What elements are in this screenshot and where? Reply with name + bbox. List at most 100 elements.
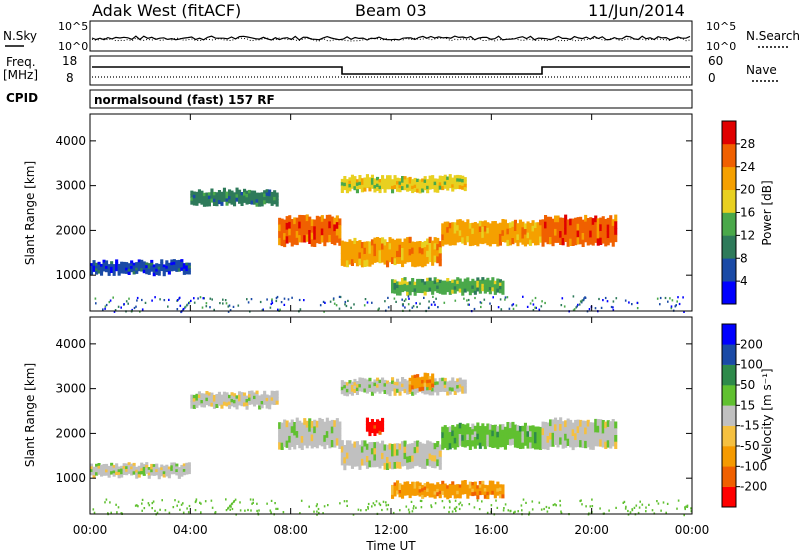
echo-cell <box>383 239 387 247</box>
echo-cell <box>503 225 507 232</box>
echo-cell <box>486 488 490 493</box>
echo-cell <box>589 217 593 225</box>
speckle-cell <box>588 308 591 311</box>
echo-cell <box>388 388 392 393</box>
echo-cell <box>403 452 407 460</box>
echo-cell <box>453 279 457 284</box>
echo-cell <box>606 420 610 428</box>
echo-cell <box>300 429 304 437</box>
echo-cell <box>468 438 472 445</box>
echo-cell <box>441 176 445 180</box>
echo-cell <box>416 491 420 496</box>
speckle-cell <box>448 506 451 509</box>
echo-cell <box>471 228 475 235</box>
echo-cell <box>140 268 144 272</box>
echo-cell <box>363 180 367 185</box>
echo-cell <box>348 184 352 188</box>
colorbar-tick-label: 100 <box>740 358 763 372</box>
echo-cell <box>350 388 354 393</box>
echo-cell <box>501 491 505 496</box>
echo-cell <box>539 230 543 238</box>
echo-cell <box>205 195 209 200</box>
echo-cell <box>353 378 357 383</box>
echo-cell <box>599 231 603 239</box>
echo-cell <box>554 431 558 439</box>
echo-cell <box>280 442 284 450</box>
echo-cell <box>513 219 517 226</box>
echo-cell <box>368 177 372 182</box>
echo-cell <box>456 185 460 189</box>
echo-cell <box>463 238 467 246</box>
echo-cell <box>132 271 136 275</box>
speckle-cell <box>645 506 647 509</box>
echo-cell <box>273 397 277 402</box>
echo-cell <box>559 417 563 425</box>
echo-cell <box>401 288 405 293</box>
echo-cell <box>441 287 445 292</box>
echo-cell <box>318 438 322 446</box>
echo-cell <box>426 287 430 292</box>
speckle-cell <box>360 509 362 512</box>
speckle-cell <box>190 299 192 302</box>
echo-cell <box>436 178 440 183</box>
speckle-cell <box>108 301 111 304</box>
speckle-cell <box>237 304 240 307</box>
echo-cell <box>561 421 565 429</box>
echo-cell <box>421 188 425 193</box>
echo-cell <box>408 183 412 188</box>
echo-cell <box>190 404 194 409</box>
echo-cell <box>360 178 364 183</box>
echo-cell <box>360 184 364 189</box>
echo-cell <box>443 284 447 288</box>
echo-cell <box>391 387 395 392</box>
echo-cell <box>413 390 417 395</box>
echo-cell <box>498 228 502 235</box>
echo-cell <box>323 232 327 240</box>
echo-cell <box>360 260 364 268</box>
echo-cell <box>446 388 450 393</box>
echo-cell <box>456 429 460 436</box>
echo-cell <box>393 181 397 186</box>
echo-cell <box>421 389 425 394</box>
echo-cell <box>443 232 447 240</box>
echo-cell <box>453 222 457 229</box>
echo-cell <box>471 222 475 229</box>
echo-cell <box>428 441 432 449</box>
echo-cell <box>145 265 149 269</box>
echo-cell <box>416 241 420 249</box>
echo-cell <box>521 442 525 449</box>
echo-cell <box>486 485 490 490</box>
echo-cell <box>451 177 455 182</box>
echo-cell <box>165 470 169 474</box>
echo-cell <box>594 418 598 427</box>
echo-cell <box>260 404 264 409</box>
echo-cell <box>418 482 422 487</box>
echo-cell <box>569 440 573 448</box>
echo-cell <box>406 488 410 492</box>
echo-cell <box>255 394 259 398</box>
echo-cell <box>508 422 512 429</box>
echo-cell <box>396 449 400 457</box>
speckle-cell <box>339 295 342 299</box>
echo-cell <box>200 197 204 202</box>
echo-cell <box>446 485 450 490</box>
echo-cell <box>569 232 573 240</box>
echo-cell <box>303 418 307 426</box>
echo-cell <box>172 468 176 472</box>
echo-cell <box>335 431 339 439</box>
echo-cell <box>381 255 385 263</box>
echo-cell <box>529 431 533 438</box>
echo-cell <box>398 388 402 393</box>
echo-cell <box>451 488 455 492</box>
echo-cell <box>192 194 196 199</box>
echo-cell <box>451 436 455 443</box>
echo-cell <box>423 291 427 296</box>
echo-cell <box>421 260 425 268</box>
echo-cell <box>175 265 179 270</box>
echo-cell <box>360 381 364 386</box>
echo-cell <box>446 427 450 434</box>
echo-cell <box>606 224 610 232</box>
echo-cell <box>391 383 395 388</box>
echo-cell <box>511 232 515 239</box>
